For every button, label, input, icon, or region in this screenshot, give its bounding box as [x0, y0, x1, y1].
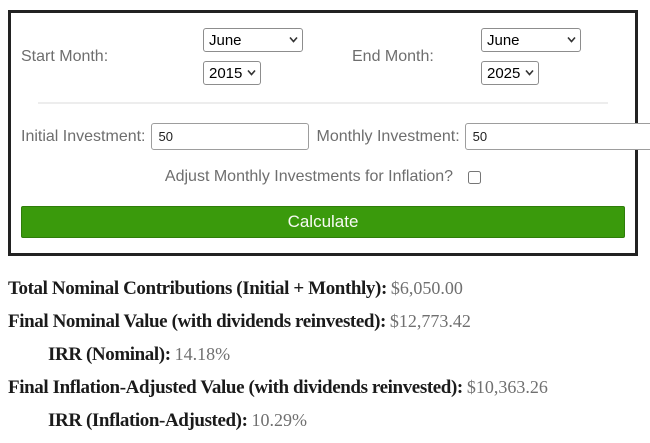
- inflation-adjust-label: Adjust Monthly Investments for Inflation…: [164, 168, 454, 185]
- start-year-select[interactable]: 2015: [203, 61, 261, 85]
- result-label: Final Nominal Value (with dividends rein…: [8, 311, 386, 332]
- result-label: IRR (Nominal):: [48, 344, 171, 365]
- result-label: Final Inflation-Adjusted Value (with div…: [8, 377, 463, 398]
- result-final-inflation-adjusted-value: Final Inflation-Adjusted Value (with div…: [8, 377, 648, 399]
- result-value: $10,363.26: [466, 377, 548, 397]
- initial-investment-label: Initial Investment:: [21, 127, 146, 145]
- investment-inputs-row: Initial Investment: Monthly Investment:: [11, 123, 650, 150]
- result-irr-nominal: IRR (Nominal): 14.18%: [8, 344, 648, 366]
- monthly-investment-input[interactable]: [464, 123, 650, 150]
- calculate-button[interactable]: Calculate: [21, 206, 625, 238]
- inflation-adjust-row: Adjust Monthly Investments for Inflation…: [11, 168, 635, 186]
- end-month-label: End Month:: [352, 47, 434, 65]
- result-value: $6,050.00: [390, 278, 463, 298]
- result-value: 14.18%: [174, 344, 231, 364]
- start-month-select[interactable]: June: [203, 28, 303, 52]
- month-range-row: Start Month: June 2015 End Month: June: [11, 13, 635, 85]
- end-month-select[interactable]: June: [481, 28, 581, 52]
- result-label: Total Nominal Contributions (Initial + M…: [8, 278, 387, 299]
- form-divider: [38, 102, 608, 104]
- end-month-selects: June 2025: [481, 28, 591, 85]
- result-label: IRR (Inflation-Adjusted):: [48, 410, 248, 431]
- result-value: 10.29%: [251, 410, 308, 430]
- end-year-select[interactable]: 2025: [481, 61, 539, 85]
- result-irr-inflation-adjusted: IRR (Inflation-Adjusted): 10.29%: [8, 410, 648, 432]
- result-value: $12,773.42: [389, 311, 471, 331]
- initial-investment-input[interactable]: [150, 123, 309, 150]
- inflation-adjust-checkbox[interactable]: [468, 170, 482, 184]
- results-section: Total Nominal Contributions (Initial + M…: [8, 278, 648, 443]
- start-month-label: Start Month:: [21, 47, 109, 65]
- investment-calculator-form: Start Month: June 2015 End Month: June: [8, 10, 650, 256]
- result-total-contributions: Total Nominal Contributions (Initial + M…: [8, 278, 648, 300]
- start-month-selects: June 2015: [203, 28, 313, 85]
- result-final-nominal-value: Final Nominal Value (with dividends rein…: [8, 311, 648, 333]
- monthly-investment-label: Monthly Investment:: [316, 127, 460, 145]
